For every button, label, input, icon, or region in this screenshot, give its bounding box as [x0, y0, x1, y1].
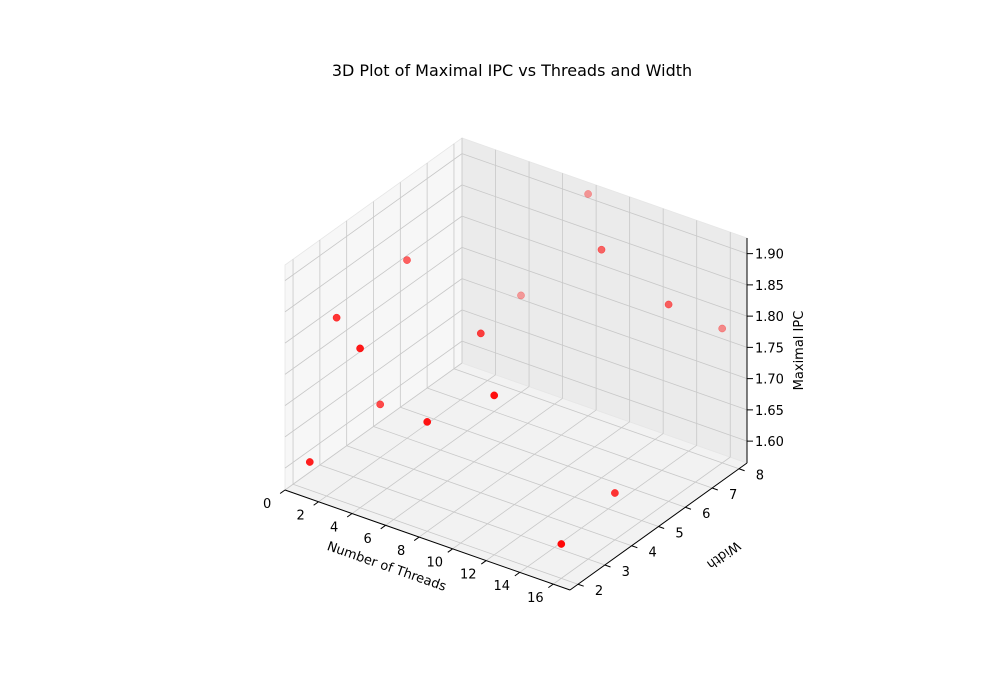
data-point	[517, 291, 525, 300]
data-point	[490, 391, 499, 400]
x-tick-label: 0	[263, 497, 271, 512]
z-grid-left-line	[284, 247, 463, 375]
axis-ticks: 0 2 4 6 8 10 12 14 16 2 3 4 5 6 7 8 1.60 1.65 1.70 1.75 1.80…	[263, 248, 784, 606]
z-grid-left-line	[284, 153, 463, 281]
data-point	[584, 190, 592, 198]
z-grid-left-line	[284, 340, 463, 469]
data-point	[376, 400, 385, 409]
y-tick-label: 5	[675, 527, 683, 542]
y-tick-mark	[738, 468, 745, 472]
scatter-points	[305, 190, 727, 548]
z-tick-label: 1.80	[755, 310, 784, 325]
data-point	[611, 489, 619, 497]
z-grid-back-line	[461, 153, 748, 255]
x-tick-mark	[380, 524, 386, 530]
y-grid-floor-line	[427, 387, 713, 489]
y-grid-floor-line	[400, 406, 686, 508]
x-tick-label: 4	[330, 520, 338, 535]
z-grid-left-line	[284, 215, 463, 344]
y-tick-mark	[631, 545, 638, 549]
x-tick-label: 10	[427, 556, 444, 571]
x-tick-mark	[313, 501, 319, 506]
z-grid-back-line	[461, 278, 748, 380]
x-tick-label: 12	[460, 567, 477, 582]
data-point	[664, 300, 673, 309]
y-tick-label: 8	[756, 469, 764, 484]
y-tick-mark	[658, 526, 665, 529]
z-tick-label: 1.90	[755, 248, 784, 263]
z-grid-left-line	[284, 309, 463, 438]
z-grid-back-line	[461, 215, 748, 317]
y-tick-mark	[577, 583, 584, 587]
z-tick-label: 1.70	[755, 373, 784, 388]
x-tick-mark	[514, 571, 520, 577]
y-tick-label: 4	[649, 546, 657, 561]
y-tick-mark	[604, 564, 611, 568]
chart-title: 3D Plot of Maximal IPC vs Threads and Wi…	[332, 61, 692, 80]
y-tick-mark	[711, 487, 718, 491]
z-tick-label: 1.85	[755, 279, 784, 294]
x-tick-label: 2	[297, 509, 305, 524]
y-tick-label: 6	[702, 507, 710, 522]
data-point	[718, 324, 727, 333]
x-axis-line	[284, 489, 571, 591]
z-axis-label: Maximal IPC	[792, 311, 807, 391]
data-point	[423, 418, 432, 426]
y-tick-label: 3	[622, 565, 630, 580]
x-tick-label: 14	[494, 579, 511, 594]
y-tick-label: 7	[729, 488, 737, 503]
x-tick-mark	[447, 548, 453, 553]
y-grid-floor-line	[373, 426, 659, 527]
data-point	[597, 245, 606, 254]
z-grid-back-line	[461, 246, 748, 348]
y-grid-floor-line	[319, 464, 605, 566]
y-grid-floor-line	[292, 483, 579, 585]
z-grid-back-line	[461, 184, 748, 286]
x-tick-mark	[481, 560, 487, 565]
z-grid-left-line	[284, 184, 463, 313]
x-tick-mark	[548, 583, 554, 589]
data-point	[332, 313, 341, 322]
data-point	[356, 344, 364, 353]
grid-lines	[284, 138, 748, 585]
data-point	[557, 540, 566, 548]
z-tick-label: 1.60	[755, 435, 784, 450]
y-grid-floor-line	[346, 445, 632, 547]
z-tick-label: 1.75	[755, 341, 784, 356]
z-grid-back-line	[461, 340, 748, 442]
x-tick-label: 16	[527, 591, 544, 606]
data-point	[476, 329, 485, 338]
z-grid-back-line	[461, 309, 748, 411]
x-tick-mark	[279, 489, 286, 494]
z-tick-label: 1.65	[755, 404, 784, 419]
x-tick-label: 6	[364, 532, 372, 547]
x-tick-mark	[413, 536, 420, 541]
x-tick-label: 8	[397, 544, 405, 559]
data-point	[403, 256, 411, 264]
data-point	[305, 458, 314, 466]
y-tick-label: 2	[595, 584, 603, 599]
y-tick-mark	[685, 506, 692, 510]
z-grid-left-line	[284, 278, 463, 406]
x-tick-mark	[346, 513, 353, 518]
y-grid-floor-line	[453, 368, 740, 470]
